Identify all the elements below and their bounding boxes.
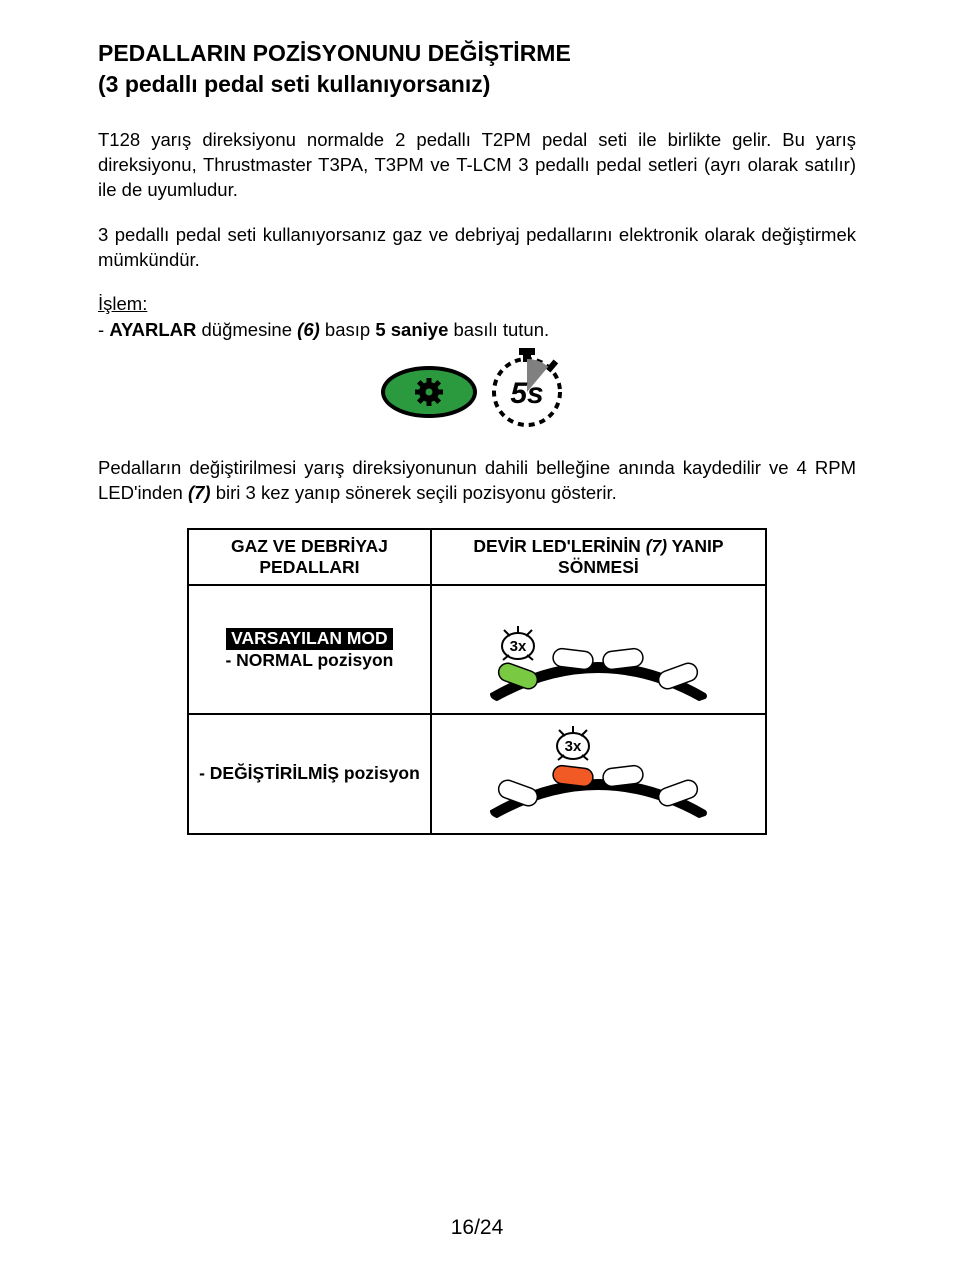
rpm-led-strip-icon: 3x [463, 592, 733, 702]
mode-label-cell: VARSAYILAN MOD- NORMAL pozisyon [188, 585, 431, 714]
led-indicator-cell: 3x [431, 585, 766, 714]
page-number: 16/24 [0, 1216, 954, 1240]
table-row: - DEĞİŞTİRİLMİŞ pozisyon 3x [188, 714, 766, 834]
svg-text:3x: 3x [510, 638, 527, 655]
table-row: VARSAYILAN MOD- NORMAL pozisyon 3x [188, 585, 766, 714]
pedal-mode-table: GAZ VE DEBRİYAJ PEDALLARI DEVİR LED'LERİ… [187, 528, 767, 835]
mode-label: - NORMAL pozisyon [225, 650, 393, 670]
led-indicator-cell: 3x [431, 714, 766, 834]
post-figure-paragraph: Pedalların değiştirilmesi yarış direksiy… [98, 456, 856, 506]
instruction-line: - AYARLAR düğmesine (6) basıp 5 saniye b… [98, 319, 856, 341]
settings-button-icon [383, 368, 475, 416]
default-mode-badge: VARSAYILAN MOD [226, 628, 393, 650]
intro-paragraph-2: 3 pedallı pedal seti kullanıyorsanız gaz… [98, 223, 856, 273]
procedure-label: İşlem: [98, 293, 856, 315]
button-stopwatch-figure: 5s [98, 347, 856, 442]
document-page: PEDALLARIN POZİSYONUNU DEĞİŞTİRME (3 ped… [0, 0, 954, 1272]
rpm-led-strip-icon: 3x [463, 723, 733, 819]
svg-text:3x: 3x [565, 738, 582, 755]
page-title-line1: PEDALLARIN POZİSYONUNU DEĞİŞTİRME [98, 40, 856, 67]
table-header-col2: DEVİR LED'LERİNİN (7) YANIP SÖNMESİ [431, 529, 766, 585]
stopwatch-icon: 5s [494, 348, 560, 425]
svg-text:5s: 5s [510, 377, 543, 410]
page-title-line2: (3 pedallı pedal seti kullanıyorsanız) [98, 71, 856, 98]
flash-count-badge: 3x [557, 726, 589, 760]
flash-count-badge: 3x [502, 626, 534, 660]
mode-label: - DEĞİŞTİRİLMİŞ pozisyon [199, 763, 420, 783]
mode-label-cell: - DEĞİŞTİRİLMİŞ pozisyon [188, 714, 431, 834]
table-header-col1: GAZ VE DEBRİYAJ PEDALLARI [188, 529, 431, 585]
intro-paragraph-1: T128 yarış direksiyonu normalde 2 pedall… [98, 128, 856, 203]
